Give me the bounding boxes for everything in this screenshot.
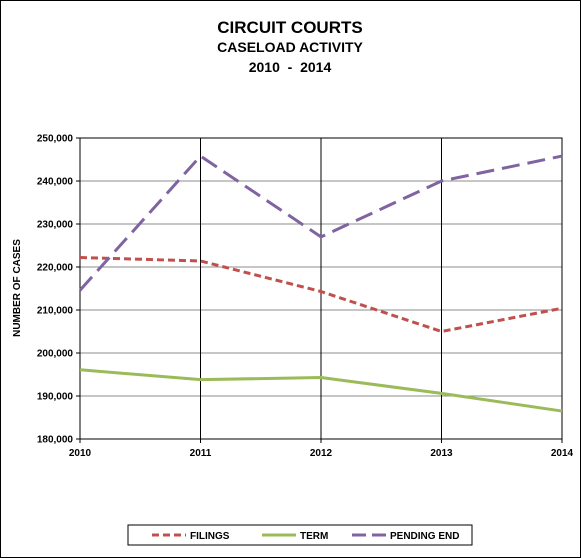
y-tick-label: 250,000 bbox=[37, 134, 74, 145]
y-tick-label: 230,000 bbox=[37, 220, 74, 231]
chart-title: CIRCUIT COURTS bbox=[217, 18, 362, 37]
legend-label-filings: FILINGS bbox=[190, 531, 230, 542]
x-tick-label: 2011 bbox=[190, 448, 212, 459]
legend: FILINGS TERM PENDING END bbox=[127, 524, 473, 546]
y-tick-label: 190,000 bbox=[37, 392, 74, 403]
y-axis-label: NUMBER OF CASES bbox=[12, 239, 23, 337]
legend-label-term: TERM bbox=[300, 531, 328, 542]
legend-box bbox=[127, 524, 473, 546]
chart-subtitle: CASELOAD ACTIVITY bbox=[217, 39, 363, 55]
series-lines bbox=[78, 154, 563, 413]
y-tick-label: 220,000 bbox=[37, 263, 74, 274]
y-tick-label: 240,000 bbox=[37, 177, 74, 188]
y-tick-label: 200,000 bbox=[37, 349, 74, 360]
series-term bbox=[79, 368, 563, 413]
y-axis-ticks: 180,000 190,000 200,000 210,000 220,000 230,0… bbox=[37, 134, 80, 446]
chart-subtitle-years: 2010 - 2014 bbox=[249, 59, 332, 75]
gridlines bbox=[80, 137, 562, 440]
x-axis-ticks: 2010 2011 2012 2013 2014 bbox=[69, 439, 574, 459]
legend-label-pending-end: PENDING END bbox=[390, 531, 459, 542]
y-tick-label: 210,000 bbox=[37, 306, 74, 317]
x-tick-label: 2010 bbox=[69, 448, 92, 459]
x-tick-label: 2014 bbox=[551, 448, 574, 459]
series-pending-end bbox=[78, 154, 563, 292]
x-tick-label: 2012 bbox=[310, 448, 333, 459]
series-filings bbox=[79, 256, 563, 333]
y-tick-label: 180,000 bbox=[37, 435, 74, 446]
x-tick-label: 2013 bbox=[430, 448, 453, 459]
